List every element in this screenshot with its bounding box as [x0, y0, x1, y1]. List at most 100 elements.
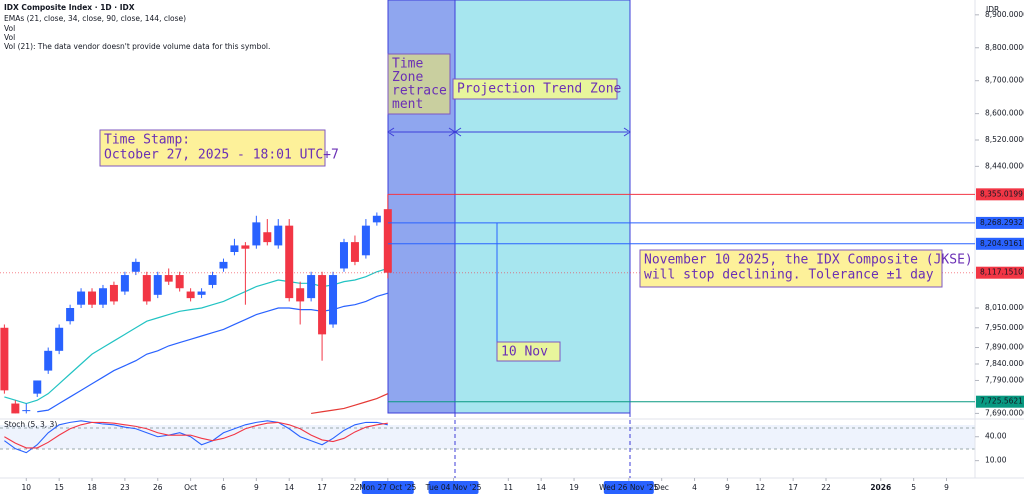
- stoch-line: [4, 421, 388, 449]
- candle-body: [109, 284, 118, 302]
- price-tag: [976, 266, 1024, 279]
- price-tag-label: 7,725.5621: [980, 397, 1023, 406]
- y-tick-label: 7,690.0000: [985, 408, 1024, 417]
- candle-body: [241, 245, 250, 249]
- symbol-title: IDX Composite Index · 1D · IDX: [4, 3, 135, 12]
- annotation-box: [496, 341, 561, 362]
- annotation-text: ment: [392, 97, 423, 112]
- candle-body: [372, 215, 381, 223]
- candle-body: [131, 261, 140, 272]
- candle-body: [252, 222, 261, 246]
- y-tick-label: 8,800.0000: [985, 43, 1024, 52]
- legend-line: Vol: [4, 33, 15, 42]
- stoch-label: Stoch (5, 3, 3): [4, 420, 57, 429]
- candle-body: [383, 209, 392, 273]
- price-tag: [976, 395, 1024, 408]
- x-tick-highlight: [361, 481, 414, 494]
- y-tick-label: 8,010.0000: [985, 303, 1024, 312]
- x-tick-label: 14: [284, 483, 294, 492]
- x-tick-label: 22: [350, 483, 360, 492]
- candle-body: [142, 275, 151, 302]
- candle-body: [153, 275, 162, 295]
- stoch-line: [4, 420, 388, 454]
- x-tick-label: Wed 26 Nov '25: [599, 483, 659, 492]
- ema-line: [311, 393, 389, 415]
- candle-body: [55, 327, 64, 351]
- x-tick-label: 18: [87, 483, 97, 492]
- x-tick-label: Mon 27 Oct '25: [359, 483, 416, 492]
- annotation-text: 10 Nov: [501, 345, 548, 360]
- y-tick-label: 8,600.0000: [985, 109, 1024, 118]
- annotation-text: retrace: [392, 84, 447, 99]
- arrow-head: [623, 127, 631, 137]
- candle-body: [318, 275, 327, 335]
- candle-body: [230, 245, 239, 252]
- candle-body: [88, 291, 97, 305]
- y-tick-label: 8,520.0000: [985, 135, 1024, 144]
- y-tick-label: 7,840.0000: [985, 359, 1024, 368]
- x-tick-label: 2026: [870, 483, 891, 492]
- x-tick-label: 10: [22, 483, 32, 492]
- candle-body: [208, 275, 217, 285]
- candle-body: [0, 327, 9, 391]
- x-tick-label: 23: [120, 483, 130, 492]
- stoch-tick-label: 10.00: [985, 456, 1007, 465]
- x-tick-label: 15: [54, 483, 64, 492]
- currency: IDR: [986, 5, 999, 14]
- x-tick-label: 14: [536, 483, 546, 492]
- price-tag: [976, 237, 1024, 250]
- y-tick-label: 7,790.0000: [985, 375, 1024, 384]
- stoch-tick-label: 40.00: [985, 432, 1007, 441]
- x-tick-label: 19: [569, 483, 579, 492]
- y-tick-label: 7,950.0000: [985, 323, 1024, 332]
- arrow-head: [387, 127, 395, 137]
- candle-body: [22, 410, 31, 412]
- y-tick-label: 8,700.0000: [985, 76, 1024, 85]
- candle-body: [285, 225, 294, 299]
- annotation-text: Time: [392, 57, 423, 72]
- stoch-band: [0, 425, 975, 449]
- annotation-box: [639, 249, 943, 288]
- candle-body: [361, 225, 370, 256]
- candle-body: [339, 242, 348, 269]
- y-tick-label: 8,900.0000: [985, 10, 1024, 19]
- annotation-text: October 27, 2025 - 18:01 UTC+7: [104, 148, 339, 163]
- annotation-text: Zone: [392, 70, 423, 85]
- x-tick-label: 6: [221, 483, 226, 492]
- candle-body: [186, 291, 195, 299]
- price-tag-label: 8,117.1510: [980, 268, 1023, 277]
- annotation-text: Projection Trend Zone: [457, 82, 622, 97]
- candle-body: [175, 275, 184, 289]
- x-tick-label: 9: [725, 483, 730, 492]
- x-tick-label: 5: [911, 483, 916, 492]
- x-tick-label: 12: [756, 483, 766, 492]
- candle-body: [98, 288, 107, 305]
- candle-body: [263, 232, 272, 243]
- candle-body: [33, 380, 42, 394]
- x-tick-label: 22: [821, 483, 831, 492]
- annotation-text: will stop declining. Tolerance ±1 day: [644, 268, 934, 283]
- annotation-box: [99, 129, 326, 167]
- candle-body: [296, 288, 305, 302]
- x-tick-label: 17: [788, 483, 798, 492]
- candle-body: [11, 403, 20, 414]
- x-tick-label: Oct: [184, 483, 197, 492]
- candle-body: [164, 275, 173, 282]
- legend-line: Vol: [4, 24, 15, 33]
- price-tag-label: 8,355.0199: [980, 189, 1023, 198]
- price-tag: [976, 188, 1024, 201]
- candle-body: [219, 261, 228, 269]
- legend-line: EMAs (21, close, 34, close, 90, close, 1…: [4, 14, 186, 23]
- x-tick-highlight: [603, 481, 654, 494]
- annotation-text: Time Stamp:: [104, 133, 190, 148]
- annotation-box: [452, 78, 618, 100]
- x-tick-label: Tue 04 Nov '25: [425, 483, 482, 492]
- arrow-head: [454, 127, 462, 137]
- x-tick-label: Dec: [654, 483, 669, 492]
- legend-line: Vol (21): The data vendor doesn't provid…: [4, 42, 270, 51]
- candle-body: [329, 275, 338, 325]
- price-tag: [976, 216, 1024, 229]
- candle-body: [350, 242, 359, 262]
- x-tick-label: 4: [692, 483, 697, 492]
